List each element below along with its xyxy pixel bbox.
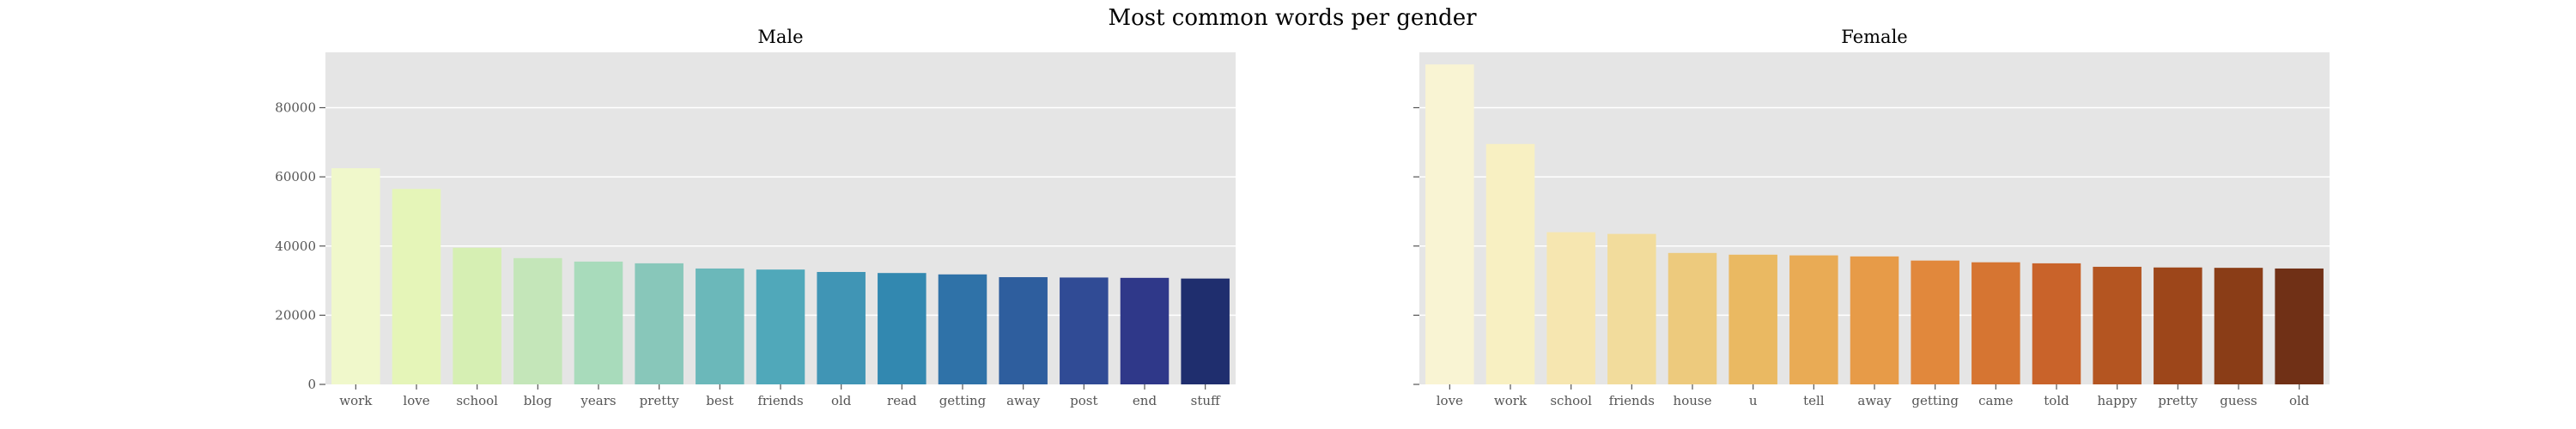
male-x-tick-label: years (580, 393, 616, 408)
female-x-tick-label: friends (1609, 393, 1655, 408)
male-bars (331, 168, 1230, 384)
male-x-axis: work love school blog years pretty best friends… (339, 384, 1221, 408)
female-x-tick-label: love (1437, 393, 1463, 408)
male-bar-end (1120, 277, 1170, 384)
male-bar-post (1060, 277, 1109, 384)
female-bar-getting (1911, 260, 1959, 384)
male-y-tick-label: 80000 (275, 100, 316, 116)
female-x-tick-label: tell (1803, 393, 1825, 408)
male-x-tick-label: stuff (1191, 393, 1221, 408)
male-bar-work (331, 168, 380, 384)
female-x-tick-label: work (1494, 393, 1528, 408)
female-x-tick-label: house (1674, 393, 1712, 408)
female-bar-away (1850, 256, 1899, 384)
female-x-tick-label: away (1857, 393, 1892, 408)
female-x-tick-label: getting (1911, 393, 1959, 408)
male-chart: 0 20000 40000 60000 80000 work love school blog… (275, 27, 1236, 408)
female-x-tick-label: school (1550, 393, 1592, 408)
male-bar-friends (756, 269, 805, 384)
female-chart: love work school friends house u tell away getti… (1413, 27, 2330, 408)
female-bar-happy (2093, 266, 2142, 384)
female-bar-pretty (2154, 267, 2202, 384)
female-y-axis (1413, 106, 1419, 385)
female-bar-came (1971, 262, 2020, 384)
male-x-tick-label: away (1006, 393, 1041, 408)
female-x-tick-label: came (1978, 393, 2014, 408)
female-bar-old (2275, 268, 2324, 384)
male-x-tick-label: post (1070, 393, 1097, 408)
female-bar-tell (1789, 255, 1838, 384)
female-chart-title: Female (1841, 27, 1907, 47)
male-chart-title: Male (757, 27, 803, 47)
male-x-tick-label: friends (757, 393, 803, 408)
female-bar-u (1728, 254, 1777, 384)
female-x-tick-label: told (2044, 393, 2069, 408)
female-x-tick-label: pretty (2158, 393, 2198, 408)
male-bar-blog (513, 257, 562, 384)
male-x-tick-label: old (831, 393, 852, 408)
male-bar-pretty (635, 263, 683, 384)
female-bar-school (1546, 232, 1595, 384)
female-x-axis: love work school friends house u tell away getti… (1437, 384, 2310, 408)
male-x-tick-label: read (887, 393, 917, 408)
female-bar-told (2032, 263, 2081, 384)
figure-title: Most common words per gender (1108, 5, 1477, 31)
male-y-tick-label: 20000 (275, 307, 316, 323)
male-x-tick-label: love (403, 393, 429, 408)
male-x-tick-label: work (339, 393, 373, 408)
male-bar-away (999, 277, 1048, 384)
male-y-tick-label: 0 (307, 377, 316, 392)
male-bar-stuff (1181, 278, 1230, 384)
male-bar-getting (938, 274, 987, 384)
female-bar-friends (1607, 233, 1656, 384)
female-bar-work (1485, 143, 1535, 384)
male-bar-years (574, 261, 623, 384)
female-bar-guess (2214, 268, 2263, 384)
male-bar-best (696, 268, 744, 384)
male-bar-school (453, 247, 501, 384)
male-y-axis: 0 20000 40000 60000 80000 (275, 100, 325, 392)
male-bar-read (878, 273, 927, 384)
female-bar-house (1668, 252, 1717, 384)
male-x-tick-label: best (706, 393, 733, 408)
male-y-tick-label: 60000 (275, 169, 316, 184)
female-bars (1425, 64, 2324, 384)
male-bar-love (392, 189, 441, 384)
male-x-tick-label: school (456, 393, 498, 408)
female-x-tick-label: guess (2220, 393, 2257, 408)
male-y-tick-label: 40000 (275, 239, 316, 254)
male-x-tick-label: end (1133, 393, 1157, 408)
female-x-tick-label: happy (2098, 393, 2138, 408)
male-bar-old (817, 271, 866, 384)
male-x-tick-label: getting (939, 393, 987, 408)
female-bar-love (1425, 64, 1474, 384)
female-x-tick-label: old (2289, 393, 2310, 408)
male-x-tick-label: blog (524, 393, 552, 408)
female-x-tick-label: u (1749, 393, 1758, 408)
male-x-tick-label: pretty (640, 393, 680, 408)
